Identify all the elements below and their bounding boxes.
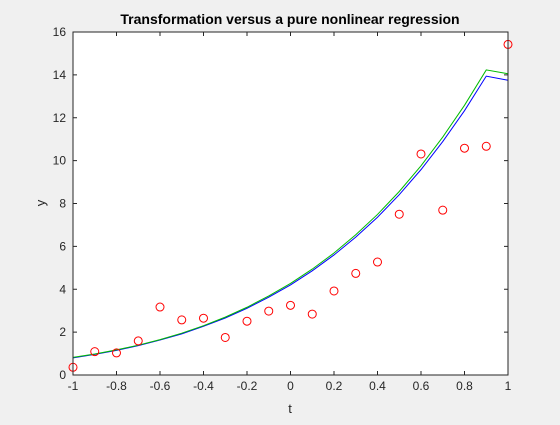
fit-curves (72, 69, 509, 359)
y-tick-label: 0 (59, 368, 66, 382)
data-point (264, 306, 274, 316)
x-tick-label: -1 (68, 379, 79, 393)
data-point (242, 316, 252, 326)
x-tick-label: 0.8 (456, 379, 473, 393)
x-tick-label: 0.2 (326, 379, 343, 393)
data-point (329, 286, 339, 296)
data-point (133, 336, 143, 346)
data-point (394, 209, 404, 219)
y-tick-label: 12 (53, 111, 67, 125)
x-tick-label: -0.6 (150, 379, 171, 393)
y-tick-label: 14 (53, 68, 67, 82)
ticks: -1 -0.8 -0.6 -0.4 -0.2 0 0.2 0.4 0.6 0.8 102468101… (53, 25, 512, 393)
data-point (438, 205, 448, 215)
x-tick-label: -0.8 (106, 379, 127, 393)
data-point (286, 300, 295, 310)
data-point (481, 141, 491, 151)
y-axis-label: y (33, 199, 48, 206)
data-point (351, 268, 361, 278)
y-tick-label: 2 (59, 325, 66, 339)
fit-curve-2 (72, 69, 509, 358)
data-point (220, 332, 230, 342)
data-points (68, 39, 513, 372)
data-point (199, 313, 208, 323)
x-axis-label: t (288, 401, 292, 416)
x-tick-label: 1 (505, 379, 512, 393)
y-tick-label: 4 (59, 282, 66, 296)
y-tick-label: 8 (59, 197, 66, 211)
data-point (155, 302, 165, 312)
x-tick-label: -0.2 (237, 379, 258, 393)
plot-area (73, 32, 508, 375)
data-point (307, 309, 317, 319)
y-tick-label: 16 (53, 25, 67, 39)
data-point (460, 143, 469, 153)
x-tick-label: 0 (287, 379, 294, 393)
data-point (177, 315, 187, 325)
y-tick-label: 10 (53, 154, 67, 168)
data-point (112, 348, 121, 358)
x-tick-label: 0.6 (413, 379, 430, 393)
chart-title: Transformation versus a pure nonlinear r… (120, 11, 459, 27)
y-tick-label: 6 (59, 239, 66, 253)
x-tick-label: -0.4 (193, 379, 214, 393)
data-point (416, 149, 426, 159)
data-point (90, 347, 100, 357)
x-tick-label: 0.4 (369, 379, 386, 393)
data-point (373, 257, 382, 267)
